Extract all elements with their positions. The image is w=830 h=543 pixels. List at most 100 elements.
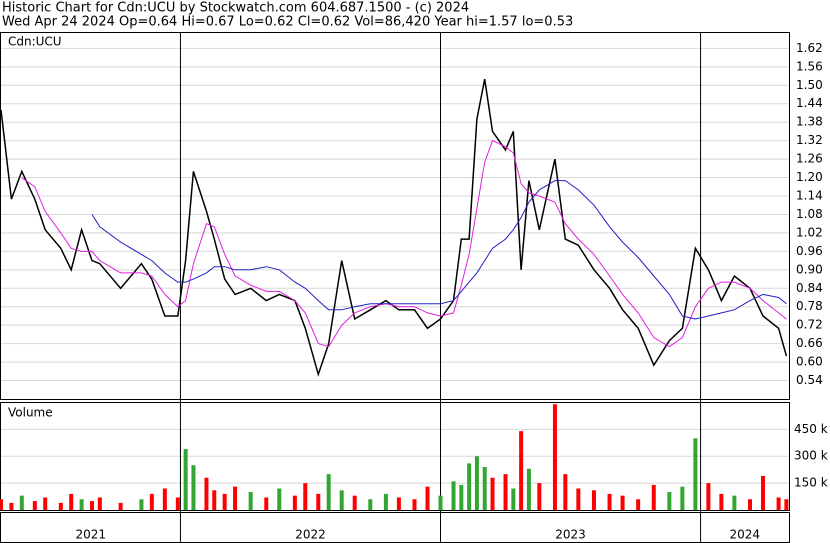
volume-panel xyxy=(0,402,790,511)
volume-bar xyxy=(459,484,464,510)
volume-bar xyxy=(680,486,685,510)
y-tick-label: 1.56 xyxy=(796,59,823,73)
y-tick-label: 1.26 xyxy=(796,152,823,166)
volume-bar xyxy=(19,495,24,510)
volume-bar xyxy=(396,497,401,510)
y-tick-label: 1.02 xyxy=(796,225,823,239)
y-tick-label: 0.54 xyxy=(796,373,823,387)
volume-bar xyxy=(316,493,321,510)
y-tick-label: 1.32 xyxy=(796,133,823,147)
y-tick-label: 0.72 xyxy=(796,318,823,332)
volume-bar xyxy=(264,497,269,510)
volume-bar xyxy=(69,493,74,510)
volume-bar xyxy=(438,495,443,510)
volume-bar xyxy=(784,499,789,510)
volume-bar xyxy=(667,492,672,510)
y-tick-label: 0.66 xyxy=(796,336,823,350)
volume-bar xyxy=(776,497,781,510)
volume-bar xyxy=(248,492,253,510)
volume-bar xyxy=(162,488,167,510)
y-tick-label: 0.60 xyxy=(796,355,823,369)
price-line xyxy=(91,180,787,320)
volume-bar xyxy=(706,483,711,510)
volume-bar xyxy=(563,474,568,510)
volume-bar xyxy=(222,493,227,510)
volume-bar xyxy=(90,501,95,510)
volume-bar xyxy=(233,486,238,510)
volume-bar xyxy=(352,495,357,510)
y-tick-label: 1.62 xyxy=(796,41,823,55)
volume-bar xyxy=(79,499,84,510)
volume-bar xyxy=(9,502,14,510)
volume-bar xyxy=(191,465,196,510)
price-line xyxy=(21,139,787,348)
price-panel xyxy=(0,32,790,400)
volume-bar xyxy=(732,495,737,510)
volume-bar xyxy=(303,483,308,510)
volume-bar xyxy=(425,486,430,510)
volume-bar xyxy=(139,499,144,510)
volume-label: Volume xyxy=(8,406,53,420)
volume-bar xyxy=(607,493,612,510)
y-tick-label: 1.14 xyxy=(796,189,823,203)
volume-bar xyxy=(58,502,63,510)
volume-bar xyxy=(175,497,180,510)
y-tick-label: 0.90 xyxy=(796,262,823,276)
volume-bar xyxy=(719,493,724,510)
volume-bar xyxy=(43,497,48,510)
volume-bar xyxy=(693,438,698,510)
chart-title: Historic Chart for Cdn:UCU by Stockwatch… xyxy=(2,1,469,16)
volume-bar xyxy=(32,501,37,510)
volume-bar xyxy=(467,463,472,510)
volume-bar xyxy=(212,490,217,510)
volume-bar xyxy=(482,466,487,510)
chart-subtitle: Wed Apr 24 2024 Op=0.64 Hi=0.67 Lo=0.62 … xyxy=(2,15,573,30)
volume-bar xyxy=(747,499,752,510)
volume-bar xyxy=(651,484,656,510)
volume-bar xyxy=(474,456,479,510)
volume-bar xyxy=(292,495,297,510)
volume-bar xyxy=(183,449,188,510)
volume-bar xyxy=(368,499,373,510)
volume-bar xyxy=(412,499,417,510)
symbol-label: Cdn:UCU xyxy=(8,35,62,49)
volume-bar xyxy=(511,488,516,510)
volume-bar xyxy=(326,474,331,510)
y-tick-label: 1.44 xyxy=(796,96,823,110)
x-tick-label: 2021 xyxy=(75,528,106,542)
volume-bar xyxy=(760,475,765,510)
volume-bar xyxy=(149,493,154,510)
volume-bar xyxy=(277,488,282,510)
volume-bar xyxy=(383,493,388,510)
volume-bar xyxy=(204,477,209,510)
volume-bar xyxy=(490,477,495,510)
y2-tick-label: 150 k xyxy=(794,476,828,490)
volume-bar xyxy=(620,495,625,510)
x-tick-label: 2022 xyxy=(295,528,326,542)
y-tick-label: 1.50 xyxy=(796,78,823,92)
y2-tick-label: 300 k xyxy=(794,449,828,463)
volume-bar xyxy=(591,490,596,510)
y-tick-label: 0.84 xyxy=(796,281,823,295)
volume-bar xyxy=(552,404,557,510)
volume-bar xyxy=(118,502,123,510)
x-tick-label: 2024 xyxy=(730,528,761,542)
volume-bar xyxy=(519,431,524,510)
volume-bar xyxy=(451,481,456,510)
y-tick-label: 0.96 xyxy=(796,244,823,258)
y-tick-label: 0.78 xyxy=(796,299,823,313)
volume-bar xyxy=(0,499,3,510)
x-tick-label: 2023 xyxy=(555,528,586,542)
volume-bar xyxy=(576,488,581,510)
y2-tick-label: 450 k xyxy=(794,422,828,436)
y-tick-label: 1.08 xyxy=(796,207,823,221)
volume-bar xyxy=(636,499,641,510)
price-line xyxy=(0,78,788,377)
y-tick-label: 1.38 xyxy=(796,115,823,129)
volume-bar xyxy=(537,483,542,510)
volume-bar xyxy=(97,497,102,510)
volume-bar xyxy=(503,474,508,510)
volume-bar xyxy=(526,468,531,510)
